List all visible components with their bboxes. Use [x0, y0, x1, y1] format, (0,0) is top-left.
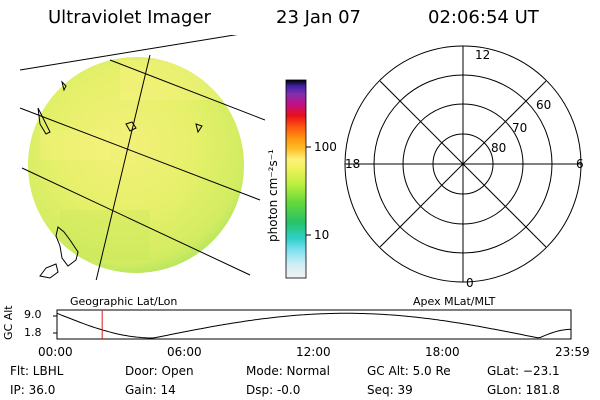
colorbar: [285, 79, 307, 279]
lat-lon-line: [21, 167, 251, 276]
mlat-label: 60: [536, 98, 552, 112]
timeline-ymax: 9.0: [24, 308, 42, 321]
left-panel-caption: Geographic Lat/Lon: [70, 295, 178, 308]
colorbar-tick-label: 100: [314, 140, 337, 154]
timeline-xlabel: 00:00: [38, 345, 73, 359]
mlat-label: 80: [491, 141, 507, 155]
app-title: Ultraviolet Imager: [48, 7, 211, 28]
mlt-label-top: 12: [475, 48, 491, 62]
right-panel-caption: Apex MLat/MLT: [413, 295, 496, 308]
coastline: [39, 263, 59, 279]
island: [61, 80, 67, 92]
mlt-label-right: 6: [576, 157, 584, 171]
status-gc-alt: GC Alt: 5.0 Re: [367, 364, 451, 378]
polar-diagonal: [379, 80, 547, 248]
coastline: [55, 226, 79, 267]
status-ip: IP: 36.0: [10, 383, 56, 397]
colorbar-tick-label: 10: [314, 228, 330, 242]
timeline-ylabel: GC Alt: [2, 305, 15, 340]
mlt-label-bottom: 0: [466, 276, 474, 290]
mlt-label-left: 18: [345, 157, 361, 171]
timeline-xlabel: 12:00: [296, 345, 331, 359]
status-seq: Seq: 39: [367, 383, 413, 397]
status-mode: Mode: Normal: [246, 364, 330, 378]
lat-lon-line: [109, 59, 265, 121]
earth-disk: [28, 57, 244, 273]
geographic-panel: [19, 35, 265, 280]
island: [125, 121, 137, 132]
mlat-label: 70: [512, 121, 528, 135]
status-door: Door: Open: [125, 364, 194, 378]
status-glat: GLat: −23.1: [487, 364, 560, 378]
timeline-xlabel: 23:59: [555, 345, 590, 359]
timeline-frame: [56, 309, 572, 340]
lat-lon-line: [95, 54, 151, 280]
date-readout: 23 Jan 07: [276, 7, 361, 28]
lat-lon-line: [19, 35, 238, 71]
coastline: [37, 107, 51, 135]
timeline-ymin: 1.8: [24, 326, 42, 339]
status-filter: Flt: LBHL: [10, 364, 64, 378]
colorbar-unit-label: photon cm⁻²s⁻¹: [266, 149, 280, 242]
status-dsp: Dsp: -0.0: [246, 383, 301, 397]
lat-lon-line: [19, 107, 261, 201]
timeline-xlabel: 18:00: [425, 345, 460, 359]
timeline-xlabel: 06:00: [167, 345, 202, 359]
status-gain: Gain: 14: [125, 383, 176, 397]
time-readout: 02:06:54 UT: [428, 7, 539, 28]
status-glon: GLon: 181.8: [487, 383, 560, 397]
polar-panel: [344, 45, 582, 283]
orbit-altitude-curve: [56, 312, 571, 339]
island: [195, 123, 203, 134]
